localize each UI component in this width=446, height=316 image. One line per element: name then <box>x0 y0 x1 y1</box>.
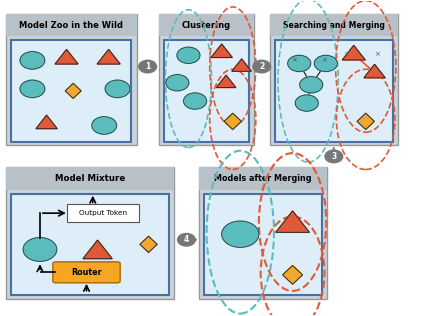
Polygon shape <box>83 240 112 259</box>
FancyBboxPatch shape <box>11 193 169 295</box>
Text: ×: × <box>374 51 380 57</box>
FancyBboxPatch shape <box>164 40 249 142</box>
Circle shape <box>184 93 206 109</box>
Circle shape <box>23 238 57 261</box>
Circle shape <box>20 80 45 98</box>
Circle shape <box>295 95 318 111</box>
Circle shape <box>325 150 343 163</box>
Polygon shape <box>357 113 374 130</box>
Text: ×: × <box>321 58 326 64</box>
Text: Clustering: Clustering <box>182 21 231 30</box>
Polygon shape <box>216 75 236 88</box>
Text: Models after Merging: Models after Merging <box>214 174 312 183</box>
FancyBboxPatch shape <box>269 14 398 36</box>
Polygon shape <box>140 236 157 252</box>
Polygon shape <box>211 44 232 58</box>
Circle shape <box>288 55 311 71</box>
Text: Output Token: Output Token <box>79 210 127 216</box>
FancyBboxPatch shape <box>6 14 136 145</box>
Text: Searching and Merging: Searching and Merging <box>283 21 385 30</box>
FancyBboxPatch shape <box>159 14 254 36</box>
Polygon shape <box>364 64 385 78</box>
Polygon shape <box>276 211 310 232</box>
Circle shape <box>105 80 130 98</box>
Circle shape <box>92 117 116 134</box>
Circle shape <box>139 60 157 73</box>
Text: 2: 2 <box>259 62 264 71</box>
Polygon shape <box>36 115 57 129</box>
Text: Model Zoo in the Wild: Model Zoo in the Wild <box>19 21 123 30</box>
Text: Model Mixture: Model Mixture <box>55 174 125 183</box>
FancyBboxPatch shape <box>6 167 174 299</box>
Polygon shape <box>224 113 241 130</box>
Polygon shape <box>55 49 78 64</box>
Polygon shape <box>232 59 252 71</box>
Circle shape <box>300 77 323 93</box>
FancyBboxPatch shape <box>11 40 131 142</box>
FancyBboxPatch shape <box>275 40 393 142</box>
Text: 4: 4 <box>184 235 189 244</box>
Text: 1: 1 <box>145 62 150 71</box>
FancyBboxPatch shape <box>53 262 120 283</box>
FancyBboxPatch shape <box>198 167 327 299</box>
FancyBboxPatch shape <box>269 14 398 145</box>
FancyBboxPatch shape <box>198 167 327 190</box>
FancyBboxPatch shape <box>6 14 136 36</box>
Circle shape <box>20 52 45 69</box>
Polygon shape <box>65 83 81 98</box>
Circle shape <box>178 234 195 246</box>
Text: 3: 3 <box>331 152 336 161</box>
Text: ×: × <box>343 51 349 57</box>
Text: Router: Router <box>71 268 102 277</box>
Circle shape <box>253 60 271 73</box>
FancyBboxPatch shape <box>67 204 139 222</box>
Circle shape <box>222 221 259 247</box>
Polygon shape <box>342 45 365 60</box>
FancyBboxPatch shape <box>159 14 254 145</box>
Text: ×: × <box>290 58 297 64</box>
FancyBboxPatch shape <box>6 167 174 190</box>
FancyBboxPatch shape <box>204 193 322 295</box>
Circle shape <box>314 55 337 71</box>
Circle shape <box>166 75 189 91</box>
Polygon shape <box>97 49 120 64</box>
Circle shape <box>177 47 200 64</box>
Polygon shape <box>283 265 302 284</box>
